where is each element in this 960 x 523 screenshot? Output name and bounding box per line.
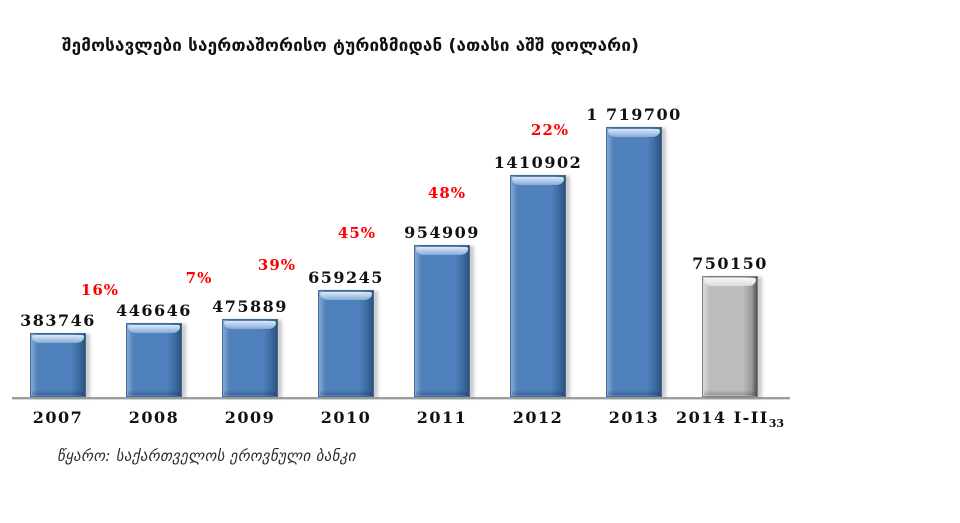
bar-top-bevel [128,325,180,333]
bar-value-label-2008: 446646 [116,301,192,320]
bar-2012 [510,175,566,397]
bar-top-bevel [704,278,756,286]
x-axis-label-2010: 2010 [320,408,372,427]
bar-2010 [318,290,374,397]
bar-value-label-2013: 1 719700 [586,105,682,124]
bar-top-bevel [512,177,564,185]
bar-top-bevel [32,335,84,343]
source-note: წყარო: საქართველოს ეროვნული ბანკი [57,447,356,465]
bar-bottom-bevel [704,390,756,395]
growth-label-2009: 7% [185,269,213,287]
chart-title: შემოსავლები საერთაშორისო ტურიზმიდან (ათა… [62,36,640,56]
bar-2009 [222,319,278,397]
bar-top-bevel [224,321,276,329]
bar-bottom-bevel [128,390,180,395]
growth-label-2013: 22% [530,121,570,139]
bar-bottom-bevel [608,390,660,395]
growth-label-2010: 39% [257,256,297,274]
growth-label-2011: 45% [337,224,377,242]
bar-value-label-2010: 659245 [308,268,384,287]
bar-bottom-bevel [320,390,372,395]
x-axis-label-2012: 2012 [512,408,564,427]
bar-2011 [414,245,470,397]
growth-label-2008: 16% [80,281,120,299]
x-axis-label-2008: 2008 [128,408,180,427]
bar-bottom-bevel [32,390,84,395]
x-axis-label-2014-I-II: 2014 I-II33 [675,408,784,430]
bar-value-label-2009: 475889 [212,297,288,316]
x-axis-label-2011: 2011 [416,408,468,427]
x-axis-label-2013: 2013 [608,408,660,427]
x-axis-line [12,397,790,399]
x-axis-label-2009: 2009 [224,408,276,427]
bar-top-bevel [416,247,468,255]
bar-top-bevel [320,292,372,300]
bar-2013 [606,127,662,397]
bar-value-label-2012: 1410902 [493,153,583,172]
bar-2007 [30,333,86,397]
bar-2014-I-II [702,276,758,397]
bar-value-label-2011: 954909 [404,223,480,242]
bar-value-label-2014-I-II: 750150 [692,254,768,273]
footnote-marker: 33 [768,417,784,430]
bar-top-bevel [608,129,660,137]
growth-label-2012: 48% [427,184,467,202]
bar-2008 [126,323,182,397]
bar-bottom-bevel [224,390,276,395]
x-axis-label-2007: 2007 [32,408,84,427]
bar-bottom-bevel [416,390,468,395]
bar-value-label-2007: 383746 [20,311,96,330]
bar-bottom-bevel [512,390,564,395]
